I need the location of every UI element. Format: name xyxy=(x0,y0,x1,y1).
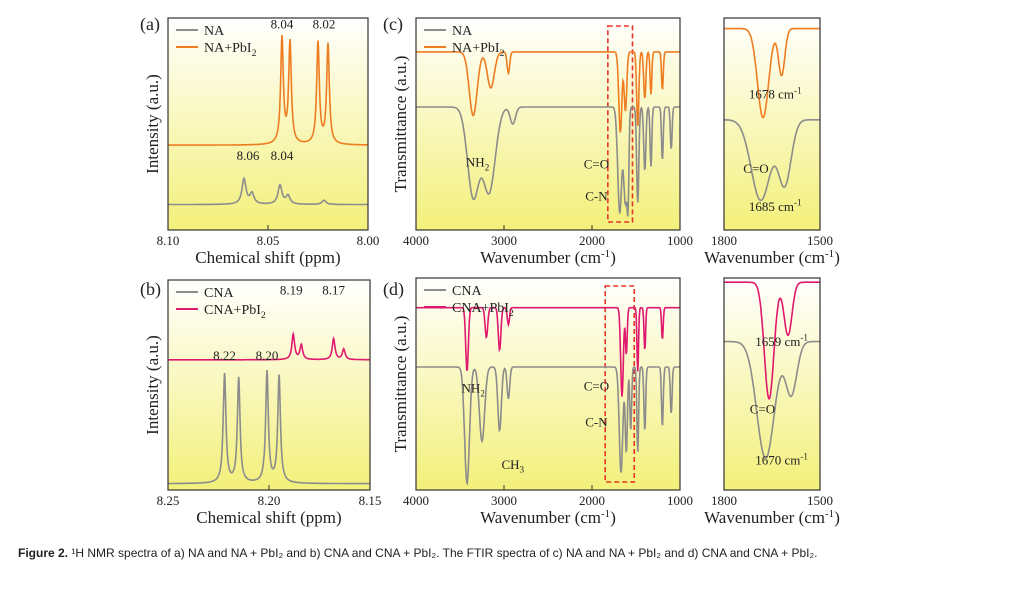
annotation: NH2 xyxy=(462,380,486,398)
x-axis-label: Wavenumber (cm-1) xyxy=(704,248,840,267)
panel-label: (a) xyxy=(140,14,160,35)
annotation: C-N xyxy=(585,188,608,203)
legend-label: NA xyxy=(204,24,225,39)
figure-canvas: 8.10 8.05 8.00 Chemical shift (ppm) Intensit… xyxy=(140,14,840,527)
caption-label: Figure 2. xyxy=(18,546,69,560)
x-tick-label: 1800 xyxy=(711,493,737,508)
legend-label: CNA xyxy=(204,286,234,301)
annotation: 8.04 xyxy=(271,17,294,32)
series-line-cna-pbi2 xyxy=(168,330,370,361)
panel-label: (c) xyxy=(383,14,403,35)
annotation: C=O xyxy=(584,157,609,172)
series-line-cna xyxy=(168,369,370,485)
annotation: C=O xyxy=(743,161,768,176)
x-tick-label: 4000 xyxy=(403,233,429,248)
annotation: 8.04 xyxy=(271,148,294,163)
legend-label: NA+PbI2 xyxy=(452,41,505,59)
figure-caption: Figure 2. ¹H NMR spectra of a) NA and NA… xyxy=(18,545,998,561)
x-tick-label: 1500 xyxy=(807,233,833,248)
x-tick-label: 2000 xyxy=(579,233,605,248)
x-tick-label: 3000 xyxy=(491,233,517,248)
panel-label: (d) xyxy=(383,279,404,300)
x-axis-label: Chemical shift (ppm) xyxy=(195,248,340,267)
annotation: C=O xyxy=(750,402,775,417)
plot-frame xyxy=(415,17,681,231)
panel-label: (b) xyxy=(140,279,161,300)
x-tick-label: 1500 xyxy=(807,493,833,508)
panel-a: 8.10 8.05 8.00 Chemical shift (ppm) Intensit… xyxy=(140,14,379,267)
x-axis-label: Chemical shift (ppm) xyxy=(196,508,341,527)
x-axis-label: Wavenumber (cm-1) xyxy=(480,248,616,267)
x-tick-label: 2000 xyxy=(579,493,605,508)
x-tick-label: 8.10 xyxy=(157,233,180,248)
legend-label: NA+PbI2 xyxy=(204,41,257,59)
legend-label: NA xyxy=(452,24,473,39)
caption-text: ¹H NMR spectra of a) NA and NA + PbI₂ an… xyxy=(71,546,818,560)
panel-c: 4000 3000 2000 1000 Wavenumber (cm-1) Transmi… xyxy=(383,14,693,267)
annotation: 8.17 xyxy=(322,283,345,298)
x-tick-label: 8.15 xyxy=(359,493,382,508)
y-axis-label: Intensity (a.u.) xyxy=(143,74,162,174)
y-axis-label: Transmittance (a.u.) xyxy=(391,316,410,453)
annotation: NH2 xyxy=(466,154,490,172)
panel-d: 4000 3000 2000 1000 Wavenumber (cm-1) Transmi… xyxy=(383,277,693,527)
x-tick-label: 4000 xyxy=(403,493,429,508)
y-axis-label: Transmittance (a.u.) xyxy=(391,56,410,193)
annotation: C-N xyxy=(585,414,608,429)
series-line-na-pbi2 xyxy=(724,27,820,119)
x-tick-label: 8.20 xyxy=(258,493,281,508)
y-axis-label: Intensity (a.u.) xyxy=(143,335,162,435)
legend-label: CNA+PbI2 xyxy=(452,301,514,319)
annotation: 8.19 xyxy=(280,283,303,298)
series-line-na xyxy=(168,176,368,206)
x-tick-label: 8.00 xyxy=(357,233,380,248)
annotation: 1678 cm-1 xyxy=(749,85,802,101)
series-line-na xyxy=(416,106,680,217)
annotation: 1670 cm-1 xyxy=(755,451,808,467)
series-line-cna xyxy=(724,340,820,459)
x-axis-label: Wavenumber (cm-1) xyxy=(480,508,616,527)
annotation: CH3 xyxy=(501,457,524,475)
annotation: 8.20 xyxy=(256,348,279,363)
plot-frame xyxy=(723,277,821,491)
x-tick-label: 1800 xyxy=(711,233,737,248)
series-line-na-pbi2 xyxy=(168,34,368,146)
plot-background xyxy=(168,280,370,490)
legend-label: CNA+PbI2 xyxy=(204,303,266,321)
annotation: C=O xyxy=(584,378,609,393)
series-line-cna xyxy=(416,366,680,486)
plot-frame xyxy=(723,17,821,231)
plot-frame xyxy=(415,277,681,491)
x-tick-label: 8.25 xyxy=(157,493,180,508)
highlight-box xyxy=(604,285,636,483)
annotation: 8.02 xyxy=(313,17,336,32)
series-line-cna-pbi2 xyxy=(724,281,820,400)
x-tick-label: 1000 xyxy=(667,493,693,508)
annotation: 8.06 xyxy=(237,148,260,163)
x-tick-label: 3000 xyxy=(491,493,517,508)
annotation: 1659 cm-1 xyxy=(755,333,808,349)
x-axis-label: Wavenumber (cm-1) xyxy=(704,508,840,527)
plot-background xyxy=(168,18,368,230)
highlight-box xyxy=(607,25,634,223)
series-line-na-pbi2 xyxy=(416,51,680,133)
series-line-na xyxy=(724,119,820,202)
legend-label: CNA xyxy=(452,284,482,299)
x-tick-label: 8.05 xyxy=(257,233,280,248)
annotation: 8.22 xyxy=(213,348,236,363)
panel-b: 8.25 8.20 8.15 Chemical shift (ppm) Intensit… xyxy=(140,279,381,527)
x-tick-label: 1000 xyxy=(667,233,693,248)
series-line-cna-pbi2 xyxy=(416,306,680,397)
annotation: 1685 cm-1 xyxy=(749,198,802,214)
